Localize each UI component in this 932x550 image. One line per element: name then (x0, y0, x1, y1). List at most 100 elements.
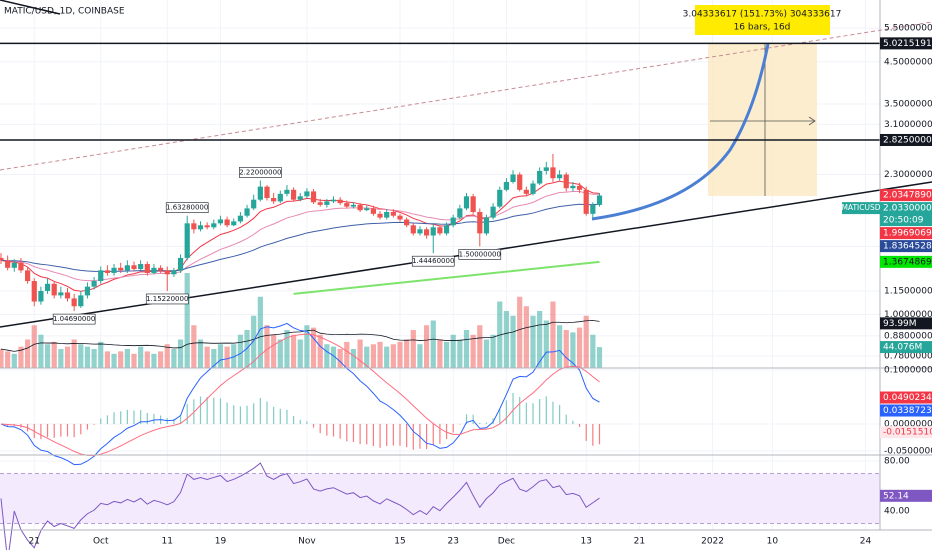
candle-body (596, 195, 603, 205)
macd-histogram (525, 402, 527, 425)
x-tick-label: 19 (215, 537, 227, 547)
volume-bar (284, 330, 290, 368)
axis-tag-label: 2.03478901 (883, 191, 932, 201)
annotation-label: 1.04690000 (53, 315, 95, 323)
axis-tag-label: 2.03300000 (883, 204, 932, 214)
macd-histogram (452, 424, 454, 433)
candle-body (297, 196, 303, 200)
volume-bar (204, 346, 210, 368)
volume-bar (543, 320, 549, 368)
axis-tag (880, 341, 932, 354)
axis-tag (880, 404, 932, 417)
candle-body (151, 267, 157, 273)
macd-histogram (53, 424, 55, 438)
candle-body (118, 267, 124, 271)
candle-body (310, 191, 317, 203)
candle-body (324, 201, 330, 205)
x-tick-label: 13 (580, 537, 591, 547)
volume-bar (271, 334, 277, 368)
macd-histogram (352, 424, 355, 442)
macd-histogram (426, 424, 428, 450)
macd-histogram (512, 392, 514, 425)
candle-body (510, 174, 516, 182)
macd-histogram (106, 415, 108, 425)
axis-tag (880, 133, 932, 146)
macd-histogram (266, 401, 268, 425)
y-tick-label: 1.15000000 (884, 286, 932, 296)
candle-body (197, 225, 204, 230)
axis-tag (880, 240, 932, 253)
volume-bar (330, 346, 337, 368)
y-tick-label: 5.50000000 (884, 24, 932, 34)
candle-body (576, 185, 583, 190)
axis-tag (880, 227, 932, 240)
candle-body (417, 229, 423, 234)
candle-body (191, 223, 197, 230)
volume-bar (231, 344, 237, 368)
candle-body (337, 199, 343, 204)
candle-body (124, 265, 130, 271)
rsi-band (0, 473, 880, 524)
candle-body (217, 219, 224, 224)
candle-body (71, 298, 77, 307)
macd-histogram (465, 414, 468, 425)
macd-histogram (432, 424, 434, 446)
axis-tag (880, 189, 932, 202)
volume-bar (410, 330, 416, 368)
projection-sublabel: 16 bars, 16d (734, 23, 791, 33)
axis-tag (880, 37, 932, 50)
macd-histogram (372, 424, 374, 447)
candle-body (463, 196, 470, 209)
candle-body (397, 215, 403, 220)
volume-bar (530, 315, 536, 368)
annotation-label: 1.50000000 (459, 250, 501, 258)
macd-histogram (253, 403, 255, 425)
macd-histogram (399, 424, 401, 446)
candle-body (517, 174, 523, 190)
macd-histogram (439, 424, 441, 444)
candle-body (158, 267, 164, 271)
macd-histogram (186, 403, 188, 425)
axis-tag-label: 1.36748695 (883, 257, 932, 267)
macd-histogram (565, 414, 567, 425)
axis-tag-label: 1.83645281 (883, 242, 932, 252)
volume-bar (217, 344, 224, 368)
candle-body (231, 221, 237, 226)
macd-histogram (100, 418, 102, 425)
candle-body (18, 262, 24, 271)
macd-histogram (60, 424, 62, 437)
y-tick-label: 80.00 (884, 457, 910, 467)
axis-tag-label: 2.82500000 (883, 135, 932, 145)
macd-histogram (406, 424, 408, 448)
candle-body (44, 283, 51, 291)
volume-bar (390, 344, 396, 368)
volume-bar (264, 325, 270, 368)
macd-histogram (572, 420, 574, 425)
macd-histogram (585, 424, 587, 441)
macd-histogram (199, 396, 202, 425)
candle-body (184, 223, 190, 258)
axis-tag (880, 202, 932, 227)
volume-bar (510, 315, 516, 368)
volume-bar (477, 325, 483, 368)
volume-bar (437, 339, 443, 368)
candle-body (51, 283, 57, 296)
volume-bar (118, 351, 124, 368)
volume-average (0, 320, 600, 352)
macd-histogram (286, 409, 288, 425)
volume-bar (397, 341, 403, 368)
macd-histogram (233, 405, 235, 425)
macd-histogram (246, 405, 248, 425)
x-tick-label: Dec (498, 537, 515, 547)
x-tick-label: 21 (29, 537, 40, 547)
axis-tag-label: 1.99690697 (883, 229, 932, 239)
plot: 1.04690000 1.15220000 1.63280000 2.22000000… (0, 42, 880, 550)
candle-body (563, 174, 569, 189)
candle-body (138, 264, 144, 270)
volume-bar (364, 346, 370, 368)
axis-tag (880, 317, 932, 330)
candle-body (497, 189, 503, 207)
candle-body (470, 196, 476, 213)
